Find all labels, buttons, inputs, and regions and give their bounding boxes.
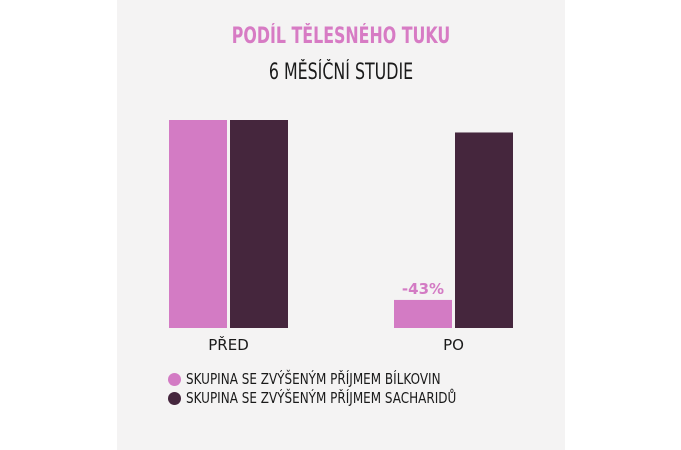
legend-label: SKUPINA SE ZVÝŠENÝM PŘÍJMEM BÍLKOVIN xyxy=(186,370,441,388)
legend-item-carbs: SKUPINA SE ZVÝŠENÝM PŘÍJMEM SACHARIDŮ xyxy=(168,389,524,407)
bar xyxy=(455,132,513,328)
category-label: PŘED xyxy=(208,335,249,354)
category-label: PO xyxy=(443,336,464,354)
bar xyxy=(230,120,288,328)
data-label: -43% xyxy=(402,280,444,298)
chart-subtitle: 6 MĚSÍČNÍ STUDIE xyxy=(268,60,414,85)
bar xyxy=(394,299,452,328)
legend-swatch xyxy=(168,391,181,405)
legend-swatch xyxy=(168,372,181,386)
chart-title: PODÍL TĚLESNÉHO TUKU xyxy=(231,24,451,49)
legend-item-protein: SKUPINA SE ZVÝŠENÝM PŘÍJMEM BÍLKOVIN xyxy=(168,370,504,388)
bar xyxy=(169,120,227,328)
legend-label: SKUPINA SE ZVÝŠENÝM PŘÍJMEM SACHARIDŮ xyxy=(186,389,457,407)
